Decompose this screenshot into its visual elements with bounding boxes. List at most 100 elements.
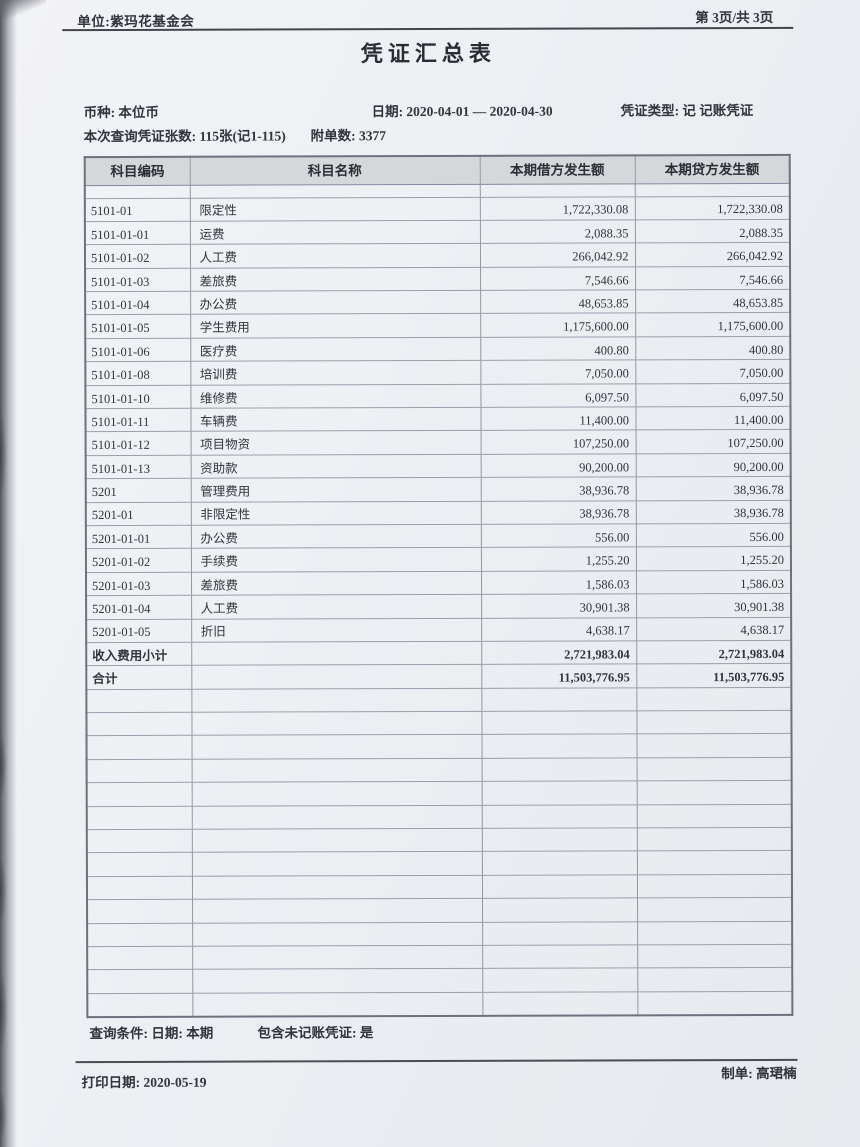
table-row: 5201-01-03 差旅费 1,586.03 1,586.03 (85, 570, 792, 596)
table-cell: 人工费 (191, 594, 482, 619)
table-cell: 11,400.00 (635, 406, 791, 431)
table-cell: 5201-01-05 (86, 618, 192, 643)
table-cell (636, 850, 792, 875)
table-cell (481, 851, 637, 876)
table-row: 5101-01-06 医疗费 400.80 400.80 (85, 336, 791, 362)
table-row: 5101-01 限定性 1,722,330.08 1,722,330.08 (84, 195, 790, 222)
scan-smudge (0, 395, 12, 515)
page-number: 第 3页/共 3页 (695, 9, 774, 26)
empty-table-row (86, 687, 792, 713)
table-cell: 收入费用小计 (86, 642, 192, 666)
table-row: 5201-01 非限定性 38,936.78 38,936.78 (85, 499, 791, 526)
voucher-type-label: 凭证类型: 记 记账凭证 (620, 102, 754, 119)
table-cell (86, 735, 192, 760)
table-cell: 5101-01-03 (85, 267, 191, 292)
voucher-table-body: 5101-01 限定性 1,722,330.08 1,722,330.08 5101-0… (84, 195, 793, 1017)
table-row: 5201-01-04 人工费 30,901.38 30,901.38 (86, 593, 792, 620)
table-cell: 5201-01 (85, 501, 191, 526)
header-credit-amount: 本期贷方发生额 (634, 154, 790, 184)
table-cell: 5201-01-04 (86, 595, 192, 620)
table-cell: 2,088.35 (479, 219, 635, 244)
table-cell: 1,722,330.08 (634, 195, 790, 220)
table-cell (636, 874, 793, 899)
table-cell (191, 851, 482, 877)
table-row: 5101-01-04 办公费 48,653.85 48,653.85 (85, 289, 791, 316)
table-cell (192, 992, 483, 1017)
table-cell: 38,936.78 (635, 476, 791, 501)
table-row: 5101-01-10 维修费 6,097.50 6,097.50 (85, 382, 791, 409)
table-cell: 7,050.00 (480, 360, 636, 384)
table-cell: 非限定性 (190, 500, 481, 526)
table-cell: 48,653.85 (480, 289, 636, 314)
table-cell (86, 805, 192, 830)
table-cell: 手续费 (190, 547, 481, 573)
table-cell (637, 944, 793, 969)
table-cell: 5201-01-01 (85, 525, 191, 549)
table-cell (636, 804, 792, 828)
table-cell: 5101-01-04 (85, 291, 191, 316)
preparer-label: 制单: 高珺楠 (721, 1065, 797, 1082)
table-cell (191, 758, 482, 783)
table-cell: 400.80 (635, 336, 791, 361)
table-header-row: 科目编码 科目名称 本期借方发生额 本期贷方发生额 (84, 154, 790, 186)
empty-table-row (86, 757, 792, 783)
scan-smudge (0, 845, 12, 935)
empty-table-row (86, 710, 792, 737)
table-cell: 5101-01-10 (85, 384, 191, 409)
table-cell: 4,638.17 (636, 616, 792, 641)
table-cell: 11,400.00 (480, 406, 636, 431)
table-cell: 2,088.35 (634, 219, 790, 244)
table-cell: 90,200.00 (480, 453, 636, 478)
table-cell: 5101-01-12 (85, 431, 191, 456)
table-cell: 1,175,600.00 (480, 313, 636, 338)
table-cell: 1,586.03 (480, 570, 637, 595)
table-cell (86, 782, 192, 807)
table-cell: 5201-01-02 (85, 548, 191, 573)
empty-table-row (86, 733, 792, 760)
table-cell: 学生费用 (190, 313, 481, 339)
table-cell: 5101-01 (84, 197, 190, 222)
table-cell (87, 922, 193, 947)
table-cell (191, 875, 483, 900)
query-count-label: 本次查询凭证张数: 115张(记1-115) (83, 128, 286, 145)
unit-label: 单位:紫玛花基金会 (77, 13, 195, 30)
table-cell: 400.80 (480, 336, 636, 361)
table-cell (191, 664, 482, 689)
table-cell (481, 874, 638, 899)
scan-corner-shadow (0, 0, 46, 20)
empty-table-row (86, 827, 792, 854)
table-row: 5101-01-03 差旅费 7,546.66 7,546.66 (85, 266, 791, 292)
empty-table-row (87, 897, 793, 924)
table-cell: 38,936.78 (480, 477, 636, 501)
table-cell: 7,546.66 (635, 266, 791, 290)
table-cell: 4,638.17 (481, 617, 637, 642)
scan-smudge (0, 720, 12, 810)
table-row: 5101-01-08 培训费 7,050.00 7,050.00 (85, 359, 791, 386)
table-row: 5101-01-05 学生费用 1,175,600.00 1,175,600.00 (85, 312, 791, 339)
table-cell (192, 968, 483, 994)
voucher-summary-table: 科目编码 科目名称 本期借方发生额 本期贷方发生额 5101-01 限定性 1,72… (83, 153, 794, 1018)
table-cell (481, 757, 637, 782)
table-cell (87, 969, 193, 994)
table-cell (191, 688, 482, 713)
query-condition-label: 查询条件: 日期: 本期 (89, 1025, 214, 1042)
table-cell: 5101-01-13 (85, 455, 191, 479)
table-cell: 5101-01-06 (85, 338, 191, 362)
table-cell (192, 898, 483, 923)
table-cell (482, 991, 638, 1016)
empty-table-row (87, 991, 793, 1017)
include-unposted-label: 包含未记账凭证: 是 (257, 1025, 374, 1041)
table-cell: 266,042.92 (634, 242, 791, 267)
table-cell: 556.00 (635, 523, 791, 548)
table-cell (192, 945, 483, 970)
table-cell (191, 641, 482, 666)
table-cell: 办公费 (190, 524, 481, 549)
table-cell: 资助款 (190, 454, 481, 479)
table-cell: 2,721,983.04 (636, 640, 792, 665)
table-cell (636, 780, 792, 805)
print-date-label: 打印日期: 2020-05-19 (81, 1074, 207, 1091)
page-title: 凭证汇总表 (360, 40, 496, 67)
table-cell: 11,503,776.95 (636, 663, 792, 688)
empty-table-row (86, 850, 792, 877)
empty-table-row (87, 944, 793, 970)
